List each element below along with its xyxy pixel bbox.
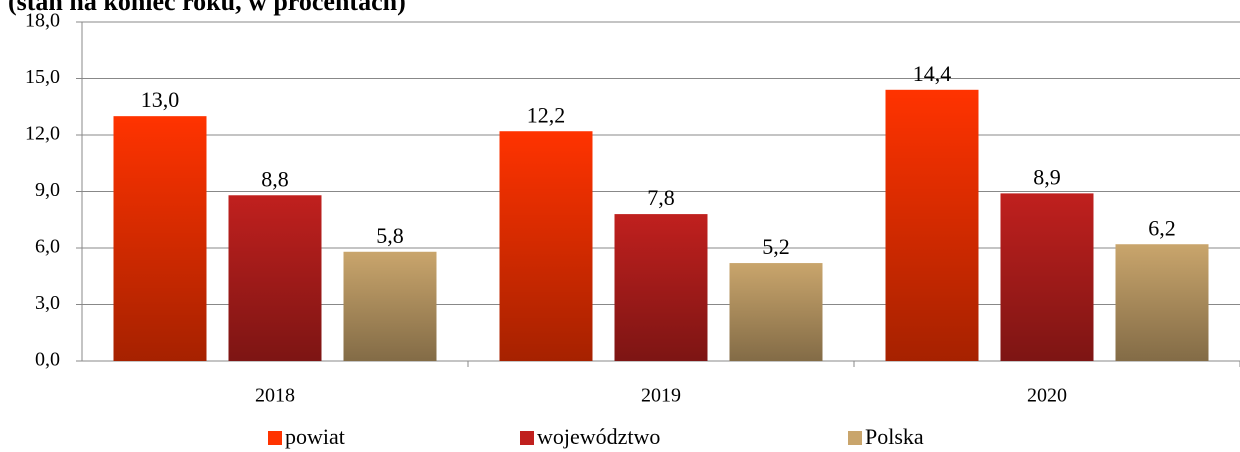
- bar-shade: [614, 214, 708, 361]
- y-tick-label: 15,0: [25, 66, 60, 88]
- data-label: 12,2: [527, 102, 566, 127]
- legend-swatch: [268, 431, 282, 445]
- y-tick-label: 12,0: [25, 123, 60, 145]
- bar-shade: [1115, 244, 1209, 361]
- data-label: 13,0: [141, 87, 180, 112]
- x-tick-label: 2019: [641, 385, 681, 407]
- legend-swatch: [848, 431, 862, 445]
- data-label: 6,2: [1148, 215, 1176, 240]
- data-label: 8,9: [1033, 164, 1061, 189]
- data-label: 5,2: [762, 234, 790, 259]
- bar-shade: [729, 263, 823, 361]
- data-label: 5,8: [376, 223, 404, 248]
- y-tick-label: 18,0: [25, 10, 60, 32]
- y-tick-label: 0,0: [35, 349, 60, 371]
- legend-label: Polska: [865, 424, 924, 449]
- bar-shade: [113, 116, 207, 362]
- y-tick-label: 6,0: [35, 236, 60, 258]
- x-tick-label: 2018: [255, 385, 295, 407]
- bar-shade: [885, 89, 979, 362]
- x-tick-label: 2020: [1027, 385, 1067, 407]
- data-label: 8,8: [261, 166, 289, 191]
- chart-title: (stan na koniec roku, w procentach): [8, 0, 406, 16]
- legend-label: powiat: [285, 424, 345, 449]
- data-label: 7,8: [647, 185, 675, 210]
- legend-swatch: [520, 431, 534, 445]
- bar-shade: [343, 251, 437, 361]
- bar-shade: [1000, 193, 1094, 361]
- y-tick-label: 3,0: [35, 292, 60, 314]
- y-tick-label: 9,0: [35, 179, 60, 201]
- bar-shade: [228, 195, 322, 361]
- legend-label: województwo: [537, 424, 660, 449]
- bar-shade: [499, 131, 593, 361]
- data-label: 14,4: [913, 61, 952, 86]
